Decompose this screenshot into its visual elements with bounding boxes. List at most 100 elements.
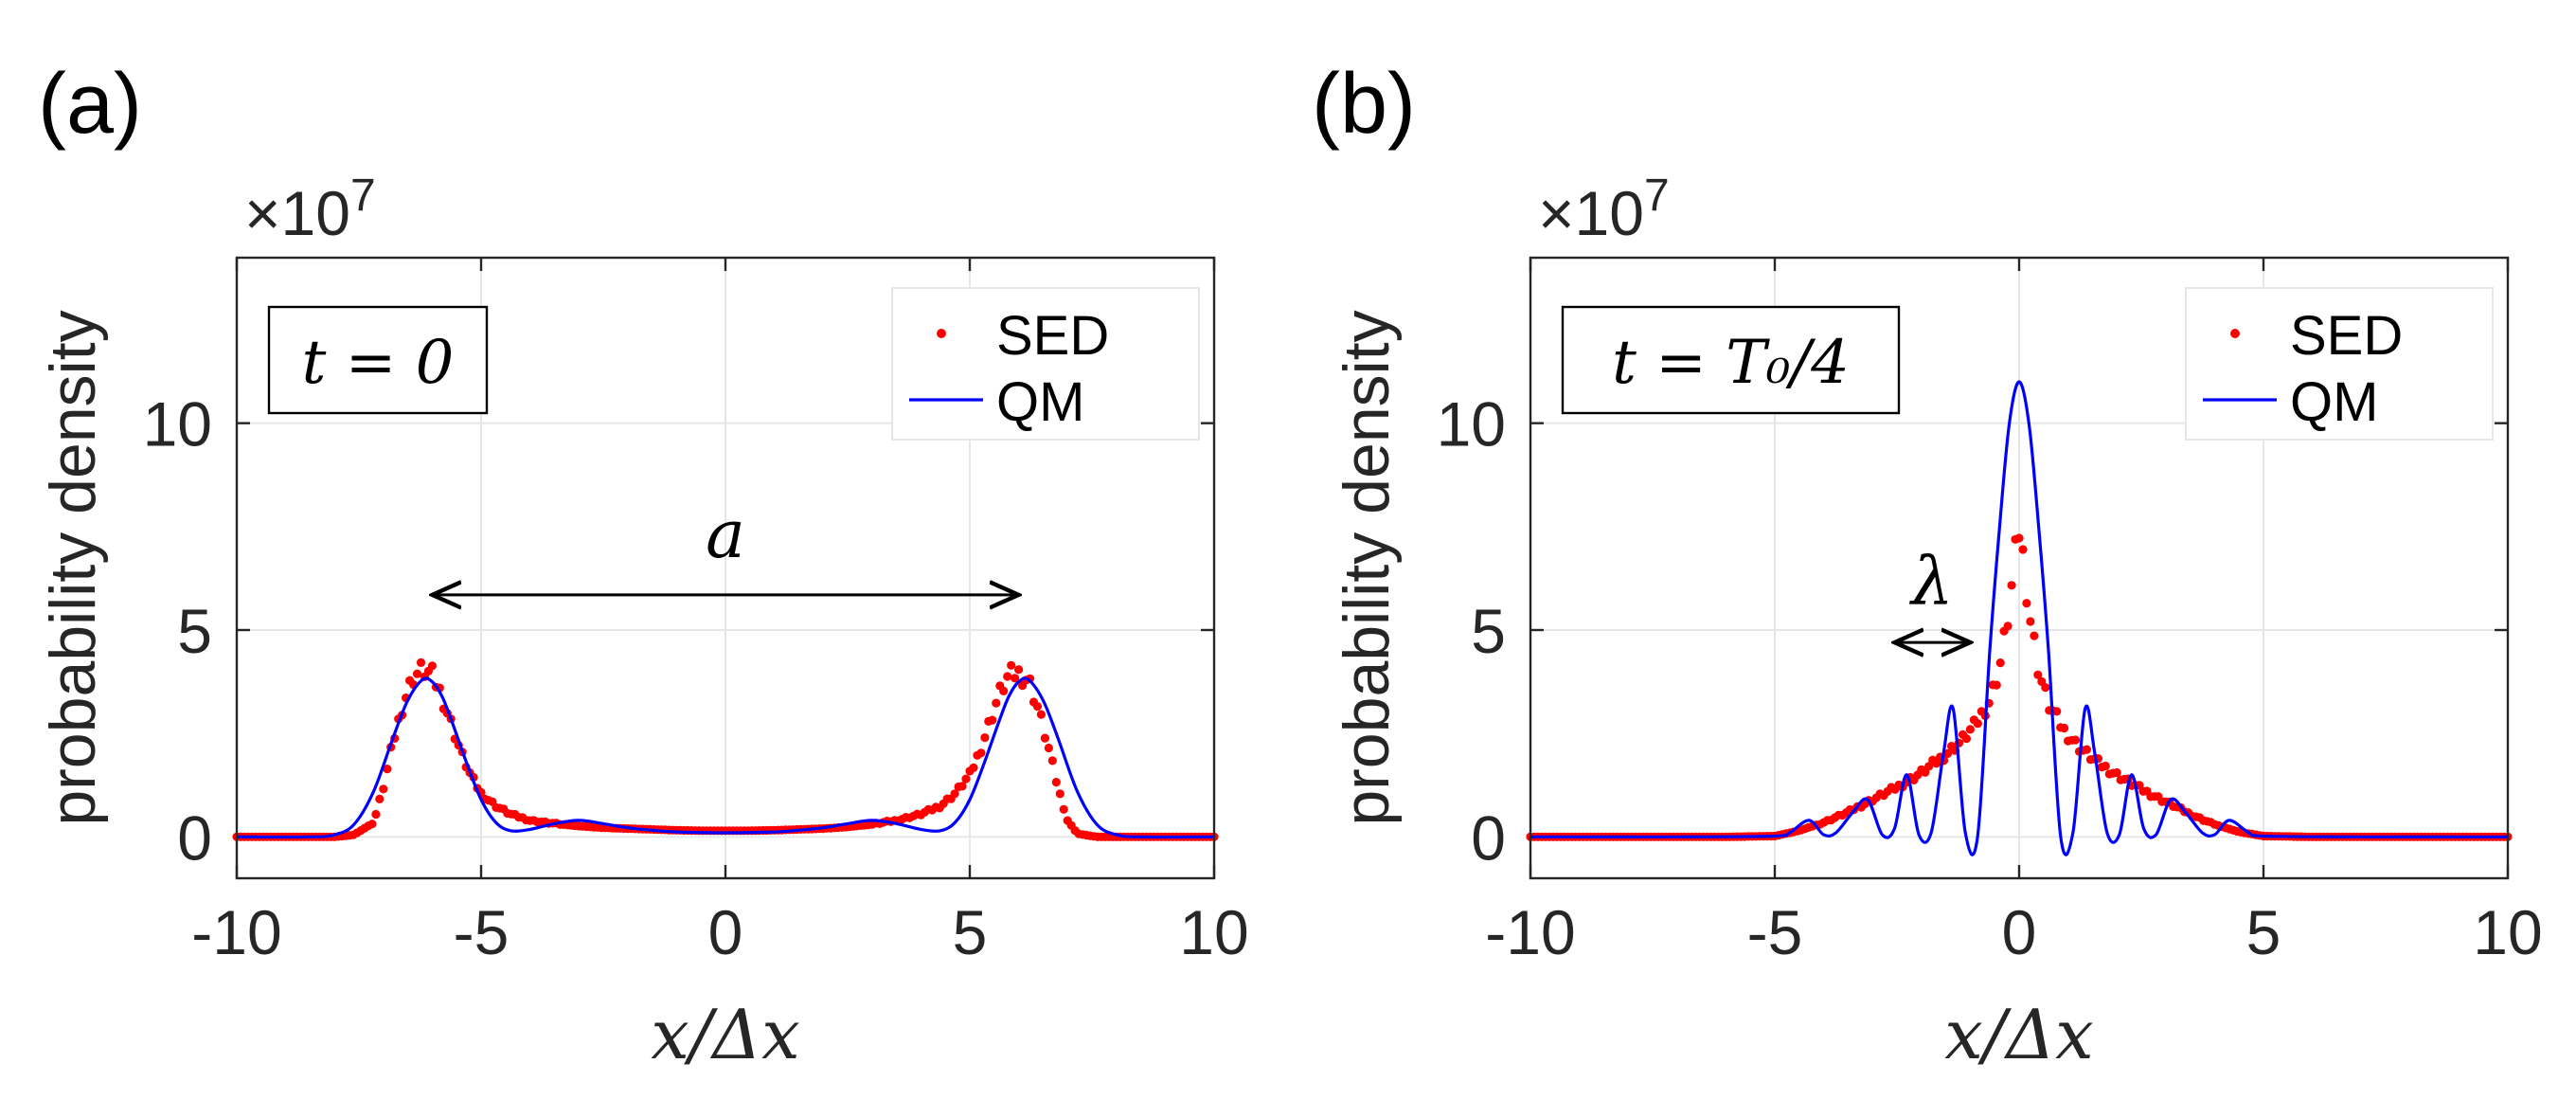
- sed-point: [2033, 670, 2043, 679]
- legend-box: [2185, 287, 2494, 441]
- sed-point: [1055, 789, 1064, 799]
- sed-point: [2007, 581, 2016, 590]
- x-tick-label: -5: [454, 897, 510, 967]
- sed-point: [1044, 743, 1053, 753]
- sed-point: [1965, 725, 1975, 734]
- sed-point: [976, 748, 986, 758]
- legend-box: [891, 287, 1200, 441]
- sed-point: [1924, 762, 1934, 771]
- axes-frame: [235, 256, 1216, 880]
- legend-sed-label: SED: [2290, 305, 2403, 367]
- exponent-power: 7: [1644, 171, 1670, 221]
- sed-point: [412, 669, 422, 678]
- y-tick-label: 0: [1471, 802, 1506, 873]
- sed-point: [1932, 759, 1941, 768]
- y-exponent-label: ×107: [244, 171, 376, 248]
- sed-point: [1011, 674, 1020, 683]
- annotation-label: a: [706, 495, 745, 573]
- sed-point: [988, 715, 997, 725]
- y-tick-label: 5: [1471, 596, 1506, 666]
- sed-point: [980, 733, 990, 743]
- sed-point: [2018, 545, 2028, 554]
- legend-sed-marker: [2230, 329, 2240, 338]
- x-tick-label: 5: [953, 897, 988, 967]
- sed-point: [957, 782, 967, 791]
- sed-point: [416, 658, 426, 668]
- sed-point: [2003, 622, 2012, 631]
- exponent-power: 7: [350, 171, 376, 221]
- sed-point: [1014, 665, 1024, 675]
- sed-point: [383, 765, 392, 774]
- sed-point: [2030, 631, 2039, 640]
- sed-point: [2026, 617, 2035, 626]
- x-tick-label: 10: [1179, 897, 1248, 967]
- y-exponent-label: ×107: [1538, 171, 1670, 248]
- time-label: t = 0: [302, 328, 455, 398]
- series-qm-line: [237, 676, 1214, 839]
- y-tick-label: 0: [177, 802, 212, 873]
- y-tick-label: 10: [143, 389, 212, 459]
- sed-point: [2052, 707, 2062, 716]
- sed-point: [2022, 599, 2031, 608]
- panel-a: -10 -5 0 5 10 0 5 10 ×107 probability density x/Δx…: [37, 57, 1249, 1074]
- sed-point: [2041, 683, 2050, 693]
- legend-qm-label: QM: [996, 371, 1084, 433]
- x-tick-label: -10: [1485, 897, 1575, 967]
- x-tick-label: 5: [2246, 897, 2281, 967]
- x-tick-label: 0: [708, 897, 743, 967]
- sed-point: [2112, 767, 2121, 778]
- y-axis-label: probability density: [37, 310, 109, 825]
- sed-point: [1007, 660, 1016, 670]
- sed-point: [2082, 745, 2091, 754]
- sed-point: [375, 794, 385, 804]
- y-tick-label: 5: [177, 596, 212, 666]
- series-qm-line: [1530, 380, 2508, 856]
- time-label-box: [1561, 305, 1901, 415]
- time-label: t = T₀/4: [1612, 328, 1850, 398]
- sed-point: [1961, 734, 1971, 744]
- annotation-label: λ: [1908, 543, 1953, 621]
- sed-point: [1992, 680, 2001, 690]
- sed-point: [999, 686, 1009, 696]
- x-tick-label: 10: [2473, 897, 2542, 967]
- sed-point: [1047, 756, 1057, 766]
- sed-point: [379, 784, 388, 794]
- axes-frame: [1529, 256, 2510, 880]
- sed-point: [950, 789, 959, 799]
- x-axis-label: x/Δx: [651, 995, 799, 1074]
- y-tick-label: 10: [1437, 389, 1506, 459]
- sed-point: [969, 763, 978, 773]
- x-axis-label: x/Δx: [1944, 995, 2093, 1074]
- panel-b: -10 -5 0 5 10 0 5 10 ×107 probability density x/Δx…: [1312, 57, 2543, 1074]
- x-tick-label: -10: [191, 897, 281, 967]
- x-tick-label: 0: [2002, 897, 2037, 967]
- sed-point: [1036, 710, 1046, 719]
- sed-point: [992, 698, 1001, 708]
- time-label-box: [267, 305, 489, 415]
- legend-sed-marker: [937, 329, 946, 338]
- sed-point: [1973, 719, 1982, 729]
- exponent-base: ×10: [244, 178, 350, 248]
- sed-point: [961, 774, 971, 784]
- sed-point: [2014, 533, 2024, 543]
- sed-point: [1059, 804, 1068, 814]
- x-tick-label: -5: [1747, 897, 1803, 967]
- legend-qm-label: QM: [2290, 371, 2378, 433]
- exponent-base: ×10: [1538, 178, 1644, 248]
- sed-point: [2101, 761, 2110, 771]
- sed-point: [427, 661, 437, 671]
- sed-point: [1995, 658, 2005, 668]
- panel-label: (a): [38, 57, 142, 152]
- sed-point: [371, 809, 381, 820]
- legend-sed-label: SED: [996, 305, 1109, 367]
- sed-point: [1003, 672, 1012, 681]
- sed-point: [2060, 723, 2069, 733]
- panel-label: (b): [1312, 57, 1416, 152]
- sed-point: [1032, 702, 1042, 712]
- sed-point: [1040, 733, 1049, 743]
- sed-point: [1943, 748, 1953, 759]
- sed-point: [2070, 735, 2081, 745]
- sed-point: [367, 820, 377, 829]
- y-axis-label: probability density: [1331, 310, 1403, 825]
